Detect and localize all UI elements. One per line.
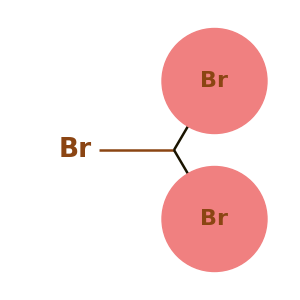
Text: Br: Br [200,209,229,229]
Circle shape [162,167,267,272]
Text: Br: Br [58,137,92,163]
Text: Br: Br [200,71,229,91]
Circle shape [162,28,267,134]
